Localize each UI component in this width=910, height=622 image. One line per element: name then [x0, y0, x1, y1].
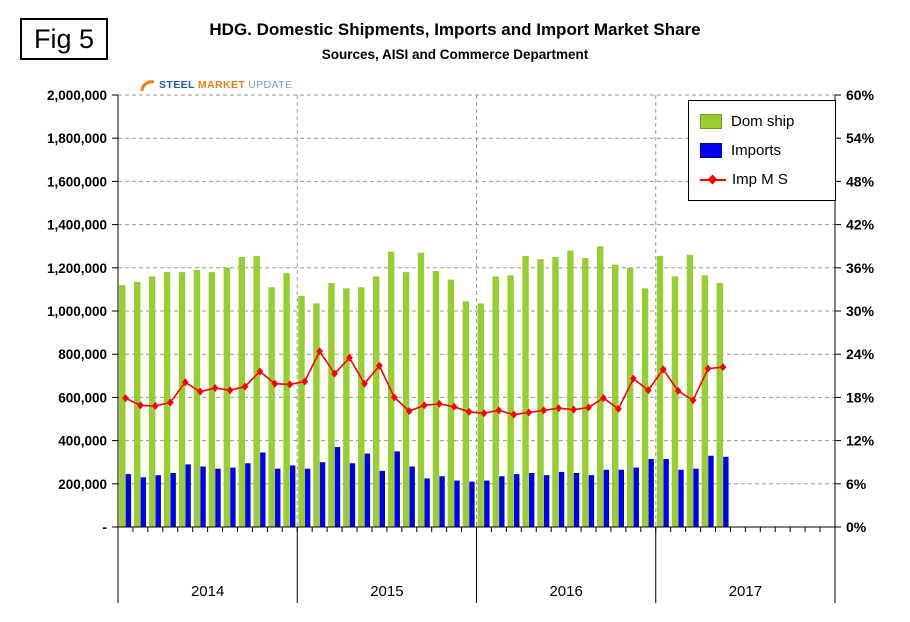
steel-market-update-logo: STEEL MARKET UPDATE: [140, 76, 292, 94]
bars-imports: [125, 447, 729, 527]
y-axis-right-labels: 0% 6% 12% 18% 24% 30% 36% 42% 48% 54% 60%: [835, 87, 875, 535]
logo-word-market: MARKET: [197, 79, 246, 91]
legend-item-domship: Dom ship: [689, 107, 835, 136]
figure-label-box: Fig 5: [20, 18, 108, 60]
svg-text:48%: 48%: [846, 173, 875, 189]
svg-text:800,000: 800,000: [58, 347, 107, 362]
page-title: HDG. Domestic Shipments, Imports and Imp…: [209, 20, 701, 39]
x-axis-year-labels: 2014 2015 2016 2017: [117, 527, 836, 603]
legend-label-imports: Imports: [731, 142, 782, 159]
logo-swoosh-icon: [140, 78, 156, 93]
svg-text:54%: 54%: [846, 130, 875, 146]
svg-text:24%: 24%: [846, 346, 875, 362]
svg-text:18%: 18%: [846, 389, 875, 405]
legend-item-imports: Imports: [689, 136, 835, 165]
svg-text:1,800,000: 1,800,000: [47, 131, 107, 146]
svg-text:36%: 36%: [846, 260, 875, 276]
svg-text:6%: 6%: [846, 476, 867, 492]
chart-legend: Dom ship Imports Imp M S: [688, 100, 836, 201]
svg-text:1,200,000: 1,200,000: [47, 261, 107, 276]
svg-text:2015: 2015: [370, 583, 403, 600]
svg-text:2014: 2014: [191, 583, 224, 600]
svg-text:400,000: 400,000: [58, 434, 107, 449]
bars-dom-ship: [119, 246, 723, 528]
line-imp-ms: [122, 347, 727, 419]
svg-text:600,000: 600,000: [58, 390, 107, 405]
svg-text:2016: 2016: [549, 583, 582, 600]
legend-label-impms: Imp M S: [732, 171, 788, 188]
diamond-marker-icon: [707, 174, 718, 184]
svg-text:2,000,000: 2,000,000: [47, 88, 107, 103]
svg-text:1,400,000: 1,400,000: [47, 218, 107, 233]
svg-text:42%: 42%: [846, 217, 875, 233]
legend-swatch-imports: [700, 143, 722, 158]
figure-label: Fig 5: [33, 23, 95, 54]
page-subtitle: Sources, AISI and Commerce Department: [321, 47, 589, 62]
legend-swatch-impms-line: [700, 173, 726, 187]
svg-text:12%: 12%: [846, 433, 875, 449]
svg-text:-: -: [103, 520, 108, 535]
svg-text:1,000,000: 1,000,000: [47, 304, 107, 319]
svg-text:200,000: 200,000: [58, 477, 107, 492]
logo-word-steel: STEEL: [159, 79, 195, 91]
svg-text:60%: 60%: [846, 87, 875, 103]
svg-text:2017: 2017: [729, 583, 762, 600]
legend-label-domship: Dom ship: [731, 113, 795, 130]
logo-word-update: UPDATE: [248, 79, 293, 91]
svg-text:0%: 0%: [846, 519, 867, 535]
y-axis-left-labels: - 200,000 400,000 600,000 800,000 1,000,000 1,…: [47, 88, 118, 535]
legend-swatch-domship: [700, 114, 722, 129]
svg-text:30%: 30%: [846, 303, 875, 319]
legend-item-impms: Imp M S: [689, 165, 835, 194]
svg-text:1,600,000: 1,600,000: [47, 174, 107, 189]
